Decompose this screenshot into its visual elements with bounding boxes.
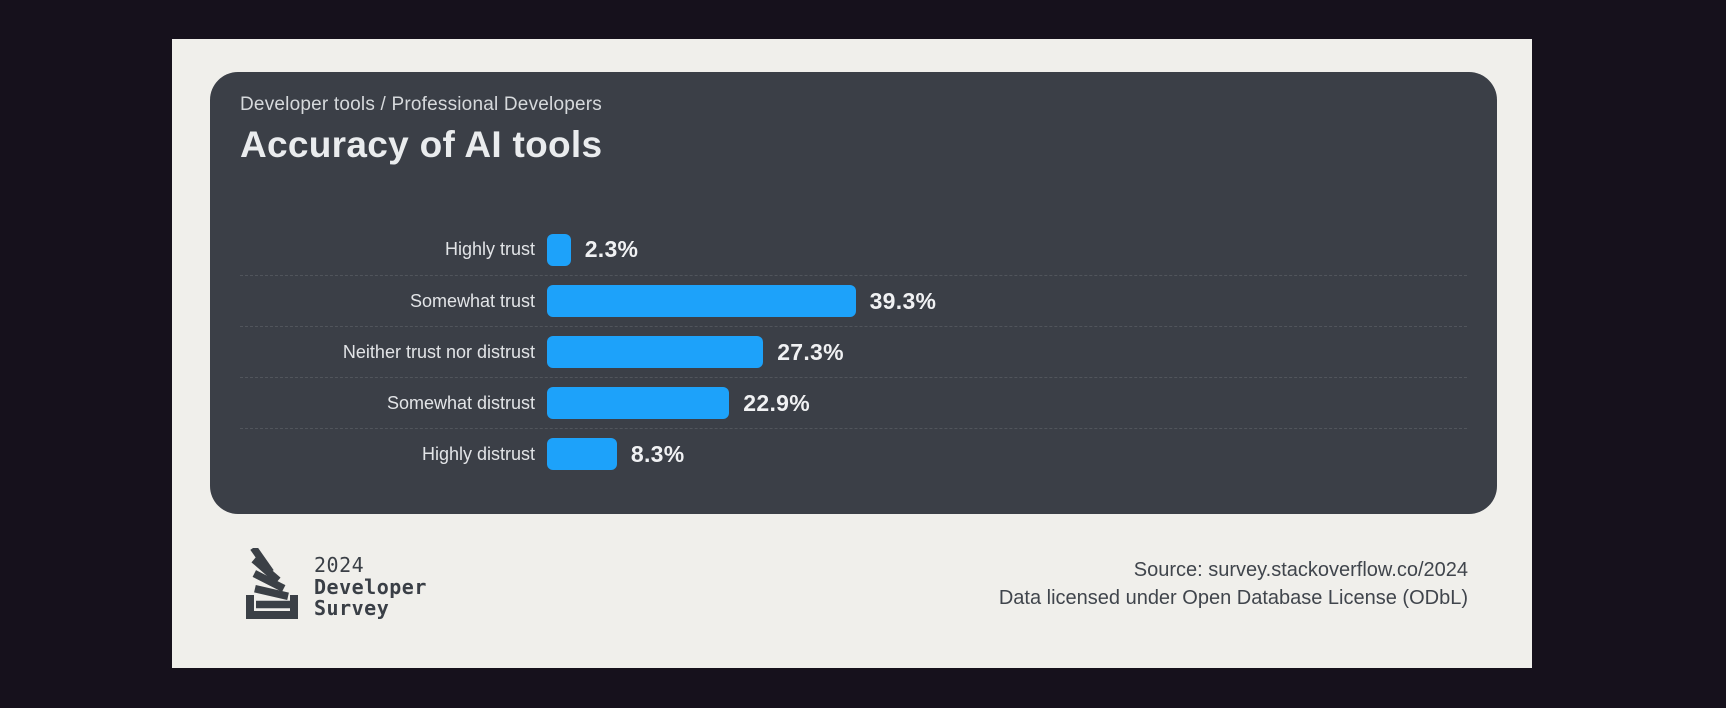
value-label: 39.3% xyxy=(869,287,937,314)
breadcrumb: Developer tools / Professional Developer… xyxy=(240,94,602,115)
bar-track: 27.3% xyxy=(547,336,1467,368)
survey-year: 2024 xyxy=(314,553,365,577)
chart-row: Somewhat distrust 22.9% xyxy=(240,377,1467,428)
license-text: Data licensed under Open Database Licens… xyxy=(998,586,1468,609)
bar[interactable] xyxy=(547,285,856,317)
chart-row: Neither trust nor distrust 27.3% xyxy=(240,326,1467,377)
source-attribution: Source: survey.stackoverflow.co/2024 Dat… xyxy=(999,557,1468,612)
chart-rows: Highly trust 2.3% Somewhat trust 39.3% Neith… xyxy=(240,224,1467,479)
survey-brand: 2024 Developer Survey xyxy=(241,548,427,624)
category-label: Highly trust xyxy=(444,239,535,259)
category-label: Neither trust nor distrust xyxy=(342,341,535,362)
source-url: Source: survey.stackoverflow.co/2024 xyxy=(1133,559,1468,581)
value-label: 27.3% xyxy=(777,338,844,365)
value-label: 2.3% xyxy=(584,236,639,262)
stackoverflow-logo-icon xyxy=(241,548,303,624)
bar-track: 39.3% xyxy=(547,285,1467,317)
category-label: Somewhat distrust xyxy=(386,392,535,413)
bar-track: 8.3% xyxy=(547,438,1467,470)
content-panel: Developer tools / Professional Developer… xyxy=(172,39,1532,668)
bar[interactable] xyxy=(547,233,571,266)
bar[interactable] xyxy=(547,387,730,419)
category-label: Highly distrust xyxy=(421,443,535,464)
chart-row: Somewhat trust 39.3% xyxy=(240,275,1467,326)
bar[interactable] xyxy=(547,438,617,470)
bar-track: 2.3% xyxy=(547,233,1467,266)
survey-word-developer: Developer xyxy=(314,574,427,599)
survey-brand-text: 2024 Developer Survey xyxy=(314,548,427,620)
chart-row: Highly trust 2.3% xyxy=(240,224,1467,275)
chart-row: Highly distrust 8.3% xyxy=(240,428,1467,479)
page-title: Accuracy of AI tools xyxy=(240,124,603,165)
category-label: Somewhat trust xyxy=(409,290,535,311)
bar[interactable] xyxy=(547,336,764,368)
bar-track: 22.9% xyxy=(547,387,1467,419)
value-label: 8.3% xyxy=(630,440,685,467)
value-label: 22.9% xyxy=(743,389,811,416)
survey-word-survey: Survey xyxy=(314,596,390,620)
chart-card: Developer tools / Professional Developer… xyxy=(210,72,1497,514)
